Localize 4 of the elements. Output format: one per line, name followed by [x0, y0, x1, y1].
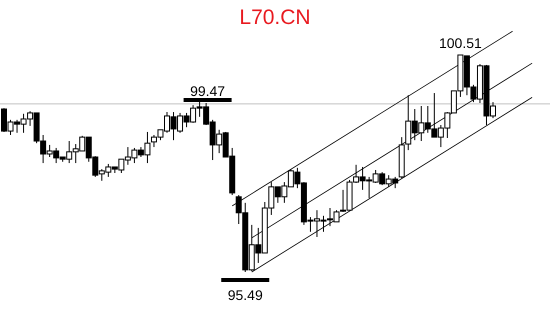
annotation: 99.47	[190, 82, 226, 99]
annotation: 95.49	[228, 287, 263, 303]
chart-title: L70.CN	[239, 6, 311, 29]
annotation: 100.51	[438, 35, 482, 51]
